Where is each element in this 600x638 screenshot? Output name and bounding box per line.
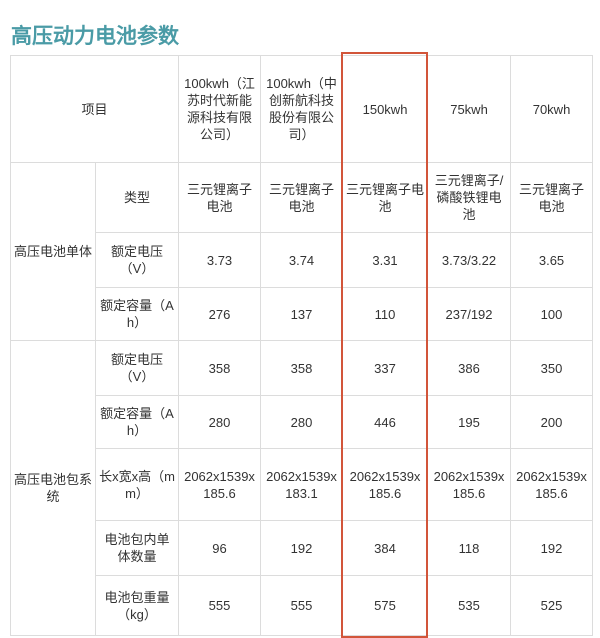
- cell-value: 276: [178, 287, 262, 341]
- group-label: 高压电池包系统: [10, 340, 96, 636]
- cell-value: 2062x1539x185.6: [178, 448, 262, 521]
- cell-value: 384: [342, 520, 429, 576]
- cell-value: 100: [510, 287, 594, 341]
- cell-value: 555: [178, 575, 262, 636]
- cell-value: 3.73: [178, 232, 262, 288]
- cell-value: 200: [510, 395, 594, 449]
- cell-value: 三元锂离子电池: [260, 162, 344, 233]
- cell-value: 2062x1539x183.1: [260, 448, 344, 521]
- cell-value: 337: [342, 340, 429, 396]
- row-label: 类型: [94, 162, 180, 233]
- row-label: 额定容量（Ah）: [94, 287, 180, 341]
- table-row: 额定电压（V） 3.73 3.74 3.31 3.73/3.22 3.65: [11, 232, 594, 288]
- table-row: 电池包内单体数量 96 192 384 118 192: [11, 520, 594, 576]
- cell-value: 386: [427, 340, 512, 396]
- row-label: 电池包重量（kg）: [94, 575, 180, 636]
- cell-value: 237/192: [427, 287, 512, 341]
- cell-value: 2062x1539x185.6: [342, 448, 429, 521]
- row-label: 长x宽x高（mm）: [94, 448, 180, 521]
- row-label: 额定电压（V）: [94, 232, 180, 288]
- header-col: 150kwh: [342, 55, 429, 163]
- cell-value: 3.74: [260, 232, 344, 288]
- header-col: 75kwh: [427, 55, 512, 163]
- header-col: 70kwh: [510, 55, 594, 163]
- cell-value: 三元锂离子电池: [510, 162, 594, 233]
- cell-value: 280: [178, 395, 262, 449]
- cell-value: 三元锂离子电池: [342, 162, 429, 233]
- page-title: 高压动力电池参数: [11, 25, 179, 48]
- cell-value: 3.65: [510, 232, 594, 288]
- cell-value: 137: [260, 287, 344, 341]
- table-row: 长x宽x高（mm） 2062x1539x185.6 2062x1539x183.1 2…: [11, 448, 594, 521]
- cell-value: 三元锂离子电池: [178, 162, 262, 233]
- cell-value: 2062x1539x185.6: [427, 448, 512, 521]
- cell-value: 192: [260, 520, 344, 576]
- cell-value: 192: [510, 520, 594, 576]
- cell-value: 三元锂离子/磷酸铁锂电池: [427, 162, 512, 233]
- cell-value: 2062x1539x185.6: [510, 448, 594, 521]
- cell-value: 3.73/3.22: [427, 232, 512, 288]
- header-row: 项目 100kwh（江苏时代新能源科技有限公司） 100kwh（中创新航科技股份…: [9, 55, 594, 163]
- row-label: 额定容量（Ah）: [94, 395, 180, 449]
- cell-value: 118: [427, 520, 512, 576]
- table-row: 额定容量（Ah） 280 280 446 195 200: [11, 395, 594, 449]
- row-label: 额定电压（V）: [94, 340, 180, 396]
- cell-value: 195: [427, 395, 512, 449]
- cell-value: 350: [510, 340, 594, 396]
- cell-value: 535: [427, 575, 512, 636]
- battery-params-table: 项目 100kwh（江苏时代新能源科技有限公司） 100kwh（中创新航科技股份…: [9, 55, 594, 636]
- cell-value: 555: [260, 575, 344, 636]
- table-row: 高压电池单体 类型 三元锂离子电池 三元锂离子电池 三元锂离子电池 三元锂离子/磷酸铁锂电…: [10, 162, 594, 341]
- header-col: 100kwh（江苏时代新能源科技有限公司）: [178, 55, 262, 163]
- cell-value: 358: [260, 340, 344, 396]
- row-label: 电池包内单体数量: [94, 520, 180, 576]
- group-label: 高压电池单体: [10, 162, 96, 341]
- table-row: 额定容量（Ah） 276 137 110 237/192 100: [11, 287, 594, 341]
- header-col: 100kwh（中创新航科技股份有限公司）: [260, 55, 344, 163]
- cell-value: 96: [178, 520, 262, 576]
- table-row: 电池包重量（kg） 555 555 575 535 525: [11, 575, 594, 636]
- cell-value: 110: [342, 287, 429, 341]
- table-row: 高压电池包系统 额定电压（V） 358 358 337 386 350: [10, 340, 594, 636]
- cell-value: 280: [260, 395, 344, 449]
- cell-value: 525: [510, 575, 594, 636]
- cell-value: 575: [342, 575, 429, 636]
- header-item: 项目: [9, 55, 180, 163]
- cell-value: 358: [178, 340, 262, 396]
- cell-value: 446: [342, 395, 429, 449]
- cell-value: 3.31: [342, 232, 429, 288]
